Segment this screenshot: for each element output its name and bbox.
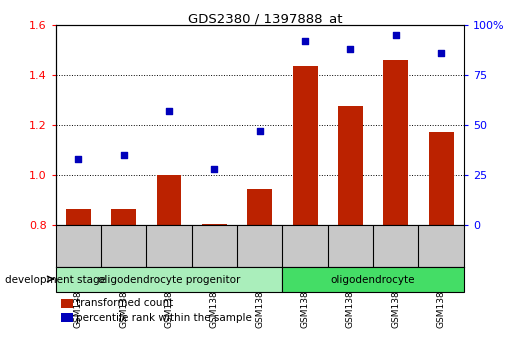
Text: oligodendrocyte progenitor: oligodendrocyte progenitor — [98, 275, 240, 285]
Point — [74, 156, 83, 162]
Bar — [202, 223, 227, 225]
Point — [165, 108, 173, 114]
Text: percentile rank within the sample: percentile rank within the sample — [76, 313, 252, 322]
Bar — [383, 60, 408, 225]
Text: oligodendrocyte: oligodendrocyte — [331, 275, 416, 285]
Point — [392, 32, 400, 38]
Point — [437, 50, 445, 56]
Bar — [66, 209, 91, 225]
Bar — [293, 66, 317, 225]
Bar — [111, 209, 136, 225]
Text: development stage: development stage — [5, 275, 107, 285]
Bar — [282, 267, 464, 292]
Point — [255, 128, 264, 133]
Bar — [247, 189, 272, 225]
Text: transformed count: transformed count — [76, 298, 173, 308]
Point — [210, 166, 218, 172]
Point — [119, 152, 128, 158]
Bar — [56, 267, 282, 292]
Text: GDS2380 / 1397888_at: GDS2380 / 1397888_at — [188, 12, 342, 25]
Bar — [338, 106, 363, 225]
Bar — [156, 175, 181, 225]
Bar — [429, 132, 454, 225]
Point — [301, 38, 310, 44]
Point — [346, 46, 355, 52]
